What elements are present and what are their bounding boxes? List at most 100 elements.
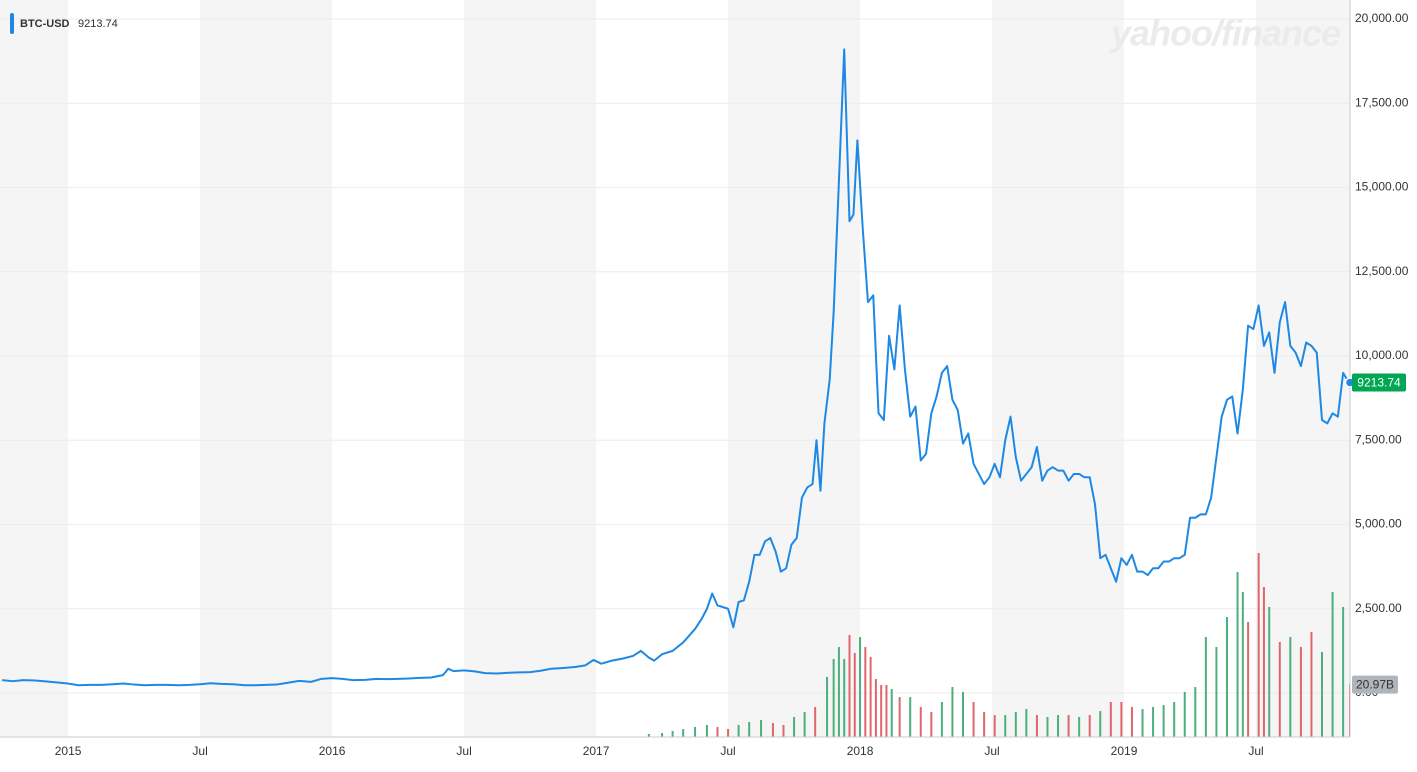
legend-value: 9213.74: [78, 18, 118, 30]
volume-bar: [1046, 717, 1049, 737]
volume-bar: [705, 725, 708, 737]
y-tick-label: 10,000.00: [1355, 348, 1409, 362]
x-tick-label: Jul: [1248, 744, 1263, 758]
price-line: [2, 48, 1350, 687]
band: [1256, 0, 1350, 737]
volume-bar: [1088, 715, 1091, 737]
band: [728, 0, 861, 737]
volume-bar: [1120, 702, 1123, 737]
x-tick-label: 2016: [319, 744, 346, 758]
volume-bar: [1241, 592, 1244, 737]
volume-bar: [1162, 705, 1165, 737]
y-tick-label: 12,500.00: [1355, 264, 1409, 278]
volume-bar: [782, 725, 785, 737]
volume-bar: [993, 715, 996, 737]
volume-bar: [1152, 707, 1155, 737]
logo: yahoo/finance: [1109, 13, 1341, 54]
x-tick-label: Jul: [720, 744, 735, 758]
volume-bar: [682, 729, 685, 737]
legend-name: BTC-USD: [20, 18, 70, 30]
volume-bar: [864, 647, 867, 737]
volume-bar: [1321, 652, 1324, 737]
labels: Sep2015Jul2016Jul2017Jul2018Jul2019Jul0.…: [55, 11, 1409, 758]
volume-bar: [1262, 587, 1265, 737]
volume-bar: [771, 723, 774, 737]
volume-bar: [930, 712, 933, 737]
volume-bar: [803, 712, 806, 737]
volume-bar: [1067, 715, 1070, 737]
volume-bar: [1194, 687, 1197, 737]
price-tag-label: 9213.74: [1357, 376, 1401, 390]
volume-bar: [826, 677, 829, 737]
volume-tag: [1352, 675, 1398, 694]
x-tick-label: 2017: [583, 744, 610, 758]
volume-bar: [1331, 592, 1334, 737]
volume-bar: [940, 702, 943, 737]
volume-bar: [848, 635, 851, 737]
volume-bar: [1215, 647, 1218, 737]
volume-bar: [793, 717, 796, 737]
volume-bar: [919, 707, 922, 737]
grid: [0, 18, 1350, 694]
band: [0, 0, 69, 737]
volume-bar: [1299, 647, 1302, 737]
volume-bar: [951, 687, 954, 737]
volume-bar: [869, 657, 872, 737]
volume-bar: [1141, 709, 1144, 737]
volume-bar: [1014, 712, 1017, 737]
volume-bar: [1078, 717, 1081, 737]
volume-bar: [832, 659, 835, 737]
volume-bar: [1268, 607, 1271, 737]
volume-bar: [1099, 711, 1102, 737]
x-tick-label: 2019: [1111, 744, 1138, 758]
volume-bar: [874, 679, 877, 737]
volume-bar: [1236, 572, 1239, 737]
y-tick-label: 20,000.00: [1355, 11, 1409, 25]
x-tick-label: Jul: [192, 744, 207, 758]
y-tick-label: 17,500.00: [1355, 95, 1409, 109]
volume-bar: [1342, 607, 1345, 737]
y-tick-label: 15,000.00: [1355, 180, 1409, 194]
y-tick-label: 2,500.00: [1355, 601, 1402, 615]
volume-bar: [837, 647, 840, 737]
volume-bar: [1225, 617, 1228, 737]
x-tick-label: Jul: [456, 744, 471, 758]
volume-bar: [671, 731, 674, 737]
y-tick-label: 7,500.00: [1355, 432, 1402, 446]
volume-bar: [1173, 702, 1176, 737]
volume-bar: [661, 733, 664, 737]
volume-bar: [727, 729, 730, 737]
price-tag: [1352, 373, 1406, 392]
volume-bar: [1035, 715, 1038, 737]
volume-bar: [972, 702, 975, 737]
volume-bar: [983, 712, 986, 737]
band: [464, 0, 597, 737]
x-tick-label: 2018: [847, 744, 874, 758]
volume-bar: [1247, 622, 1250, 737]
volume-bar: [885, 685, 888, 737]
volume-bar: [909, 697, 912, 737]
volume-bar: [1204, 637, 1207, 737]
volume-bar: [1183, 692, 1186, 737]
volume-bar: [1310, 632, 1313, 737]
volume-bar: [1289, 637, 1292, 737]
x-tick-label: Jul: [984, 744, 999, 758]
volume-bar: [843, 659, 846, 737]
volume-bar: [853, 653, 856, 737]
volume-bar: [898, 697, 901, 737]
volume-bar: [890, 689, 893, 737]
volume-bar: [760, 720, 763, 737]
volume-bar: [1057, 715, 1060, 737]
legend-swatch: [10, 13, 14, 34]
price-line: [2, 48, 1350, 687]
volume-bar: [1025, 709, 1028, 737]
volume-bar: [1109, 702, 1112, 737]
volume-bar: [694, 727, 697, 737]
volume-bars: [647, 553, 1350, 737]
bands: [0, 0, 1350, 737]
volume-bar: [1278, 642, 1281, 737]
volume-bar: [737, 725, 740, 737]
volume-bar: [716, 727, 719, 737]
volume-bar: [748, 722, 751, 737]
